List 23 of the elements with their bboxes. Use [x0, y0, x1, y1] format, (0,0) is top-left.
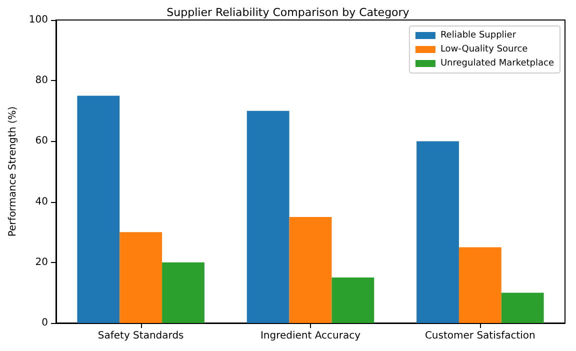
- x-tick-label: Ingredient Accuracy: [260, 330, 361, 342]
- x-tick-label: Customer Satisfaction: [424, 330, 536, 342]
- y-tick-label: 80: [35, 75, 48, 86]
- bar: [289, 216, 332, 323]
- y-tick-label: 20: [35, 256, 48, 268]
- y-tick-label: 100: [28, 14, 48, 26]
- legend-label: Reliable Supplier: [440, 30, 516, 40]
- y-axis-title: Performance Strength (%): [8, 106, 18, 237]
- bar: [332, 278, 374, 323]
- legend-label: Low-Quality Source: [440, 44, 528, 54]
- bar: [416, 141, 459, 323]
- y-tick-label: 60: [35, 136, 48, 147]
- x-tick-label: Safety Standards: [98, 330, 184, 342]
- bar: [458, 247, 502, 323]
- bar: [246, 110, 290, 323]
- bar: [77, 96, 120, 323]
- y-tick-label: 40: [35, 196, 48, 208]
- y-tick-label: 0: [42, 318, 48, 328]
- chart-title: Supplier Reliability Comparison by Category: [166, 6, 410, 19]
- bar: [162, 262, 204, 323]
- legend-label: Unregulated Marketplace: [440, 58, 554, 68]
- bar: [120, 232, 162, 323]
- bar: [501, 292, 544, 323]
